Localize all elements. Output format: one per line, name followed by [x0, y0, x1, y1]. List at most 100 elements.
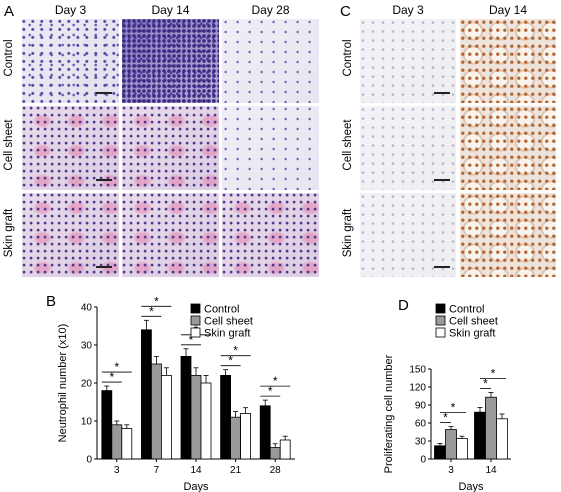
bar — [496, 418, 508, 460]
panel-a-col-label: Day 14 — [151, 3, 190, 17]
y-tick-label: 30 — [81, 341, 93, 352]
micrograph-a-skingraft-day28 — [222, 193, 319, 277]
legend-swatch — [190, 303, 201, 314]
panel-a-letter: A — [4, 3, 15, 20]
bar — [474, 411, 486, 460]
scale-bar — [96, 179, 112, 181]
scale-bar — [96, 92, 112, 94]
y-tick-label: 60 — [415, 419, 427, 430]
micrograph-a-skingraft-day3 — [22, 193, 119, 277]
legend-swatch — [190, 315, 201, 326]
significance-star: * — [228, 354, 233, 368]
panel-letter: B — [46, 293, 56, 310]
panel-c-col-label: Day 3 — [392, 3, 424, 17]
bar — [485, 396, 497, 460]
panel-c-col-label: Day 14 — [488, 3, 528, 17]
x-axis-label: Days — [183, 481, 209, 492]
legend-swatch — [435, 303, 446, 314]
micrograph-c-cellsheet-day3 — [360, 106, 456, 190]
x-tick-label: 21 — [230, 465, 242, 476]
micrograph-a-cellsheet-day28 — [222, 106, 319, 190]
micrograph-c-skingraft-day14 — [460, 193, 556, 277]
bar — [269, 447, 281, 460]
legend-label: Cell sheet — [449, 316, 498, 328]
micrograph-a-control-day3 — [22, 19, 119, 103]
y-tick-label: 20 — [81, 379, 93, 390]
bar — [180, 356, 192, 460]
significance-star: * — [189, 333, 194, 347]
x-tick-label: 14 — [190, 465, 202, 476]
bar — [445, 429, 457, 460]
legend-label: Cell sheet — [204, 316, 253, 328]
panel-c-letter: C — [340, 3, 351, 20]
panel-c-row-label: Skin graft — [342, 208, 354, 258]
legend-swatch — [435, 327, 446, 338]
y-axis-label: Proliferating cell number — [383, 354, 395, 473]
scale-bar — [434, 266, 450, 268]
bar — [220, 375, 232, 460]
micrograph-a-cellsheet-day14 — [122, 106, 219, 190]
x-tick-label: 7 — [154, 465, 160, 476]
y-tick-label: 120 — [409, 383, 426, 394]
panel-a-row-label: Control — [3, 39, 15, 77]
bar — [259, 405, 271, 460]
x-tick-label: 28 — [270, 465, 282, 476]
x-axis-label: Days — [458, 481, 484, 492]
bar — [230, 416, 242, 460]
y-tick-label: 10 — [81, 417, 93, 428]
bar — [240, 413, 252, 460]
panel-letter: D — [398, 297, 409, 314]
micrograph-a-cellsheet-day3 — [22, 106, 119, 190]
significance-star: * — [154, 294, 159, 308]
bar — [101, 390, 113, 460]
legend-label: Skin graft — [204, 328, 250, 340]
significance-star: * — [483, 376, 488, 390]
significance-star: * — [491, 366, 496, 380]
chart-d: D 0 30 60 90 120 150 Proliferating cell number 3… — [383, 297, 511, 492]
micrograph-c-cellsheet-day14 — [460, 106, 556, 190]
significance-star: * — [451, 401, 456, 415]
significance-star: * — [149, 304, 154, 318]
bar — [200, 382, 212, 460]
bar — [190, 375, 202, 460]
legend-label: Skin graft — [449, 328, 495, 340]
panel-a-col-label: Day 28 — [251, 3, 290, 17]
panel-a-row-label: Cell sheet — [3, 119, 15, 171]
legend-label: Control — [204, 304, 239, 316]
y-tick-label: 30 — [415, 437, 427, 448]
legend-label: Control — [449, 304, 484, 316]
panel-a-row-label: Skin graft — [3, 208, 15, 258]
significance-star: * — [109, 370, 114, 384]
bar — [160, 375, 172, 460]
y-tick-label: 150 — [409, 365, 426, 376]
y-axis-label: Neutrophil number (x10) — [57, 324, 69, 443]
micrograph-a-skingraft-day14 — [122, 193, 219, 277]
micrograph-a-control-day14 — [122, 19, 219, 103]
y-tick-label: 40 — [81, 303, 93, 314]
significance-star: * — [273, 374, 278, 388]
bar — [121, 428, 133, 460]
x-tick-label: 14 — [485, 465, 497, 476]
x-tick-label: 3 — [448, 465, 454, 476]
y-tick-label: 90 — [415, 401, 427, 412]
x-tick-label: 3 — [114, 465, 120, 476]
bar — [140, 329, 152, 460]
significance-star: * — [233, 344, 238, 358]
bar — [456, 438, 468, 460]
micrograph-c-skingraft-day3 — [360, 193, 456, 277]
panel-c-row-label: Cell sheet — [342, 119, 354, 171]
y-tick-label: 0 — [420, 455, 426, 466]
bar — [434, 445, 446, 460]
legend-swatch — [435, 315, 446, 326]
significance-star: * — [268, 384, 273, 398]
significance-star: * — [114, 360, 119, 374]
micrograph-c-control-day14 — [460, 19, 556, 103]
significance-star: * — [443, 411, 448, 425]
bar — [111, 424, 123, 460]
y-tick-label: 0 — [86, 455, 92, 466]
scale-bar — [434, 92, 450, 94]
scale-bar — [96, 266, 112, 268]
micrograph-c-control-day3 — [360, 19, 456, 103]
scale-bar — [434, 179, 450, 181]
